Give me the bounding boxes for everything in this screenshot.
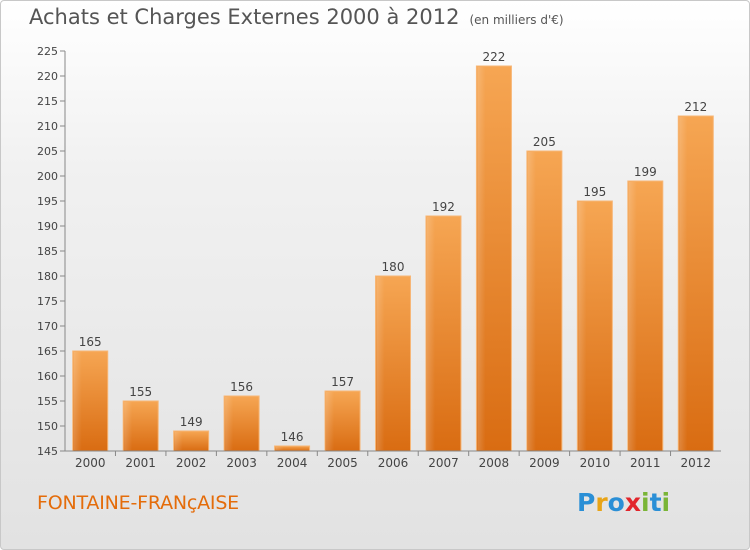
logo-letter: x <box>624 488 641 517</box>
y-tick-label: 215 <box>37 95 58 108</box>
x-tick-label: 2007 <box>428 456 459 470</box>
y-tick-label: 195 <box>37 195 58 208</box>
bar-value-label: 195 <box>583 185 606 199</box>
x-tick-label: 2010 <box>580 456 611 470</box>
y-tick-label: 155 <box>37 395 58 408</box>
x-tick-label: 2000 <box>75 456 106 470</box>
bar-value-label: 149 <box>180 415 203 429</box>
bar-value-label: 157 <box>331 375 354 389</box>
x-tick-label: 2002 <box>176 456 207 470</box>
bar-value-label: 146 <box>281 430 304 444</box>
bar-highlight <box>174 432 183 450</box>
y-tick-label: 225 <box>37 45 58 58</box>
logo-letter: i <box>641 488 650 517</box>
logo-letter: t <box>649 488 662 517</box>
x-tick-label: 2009 <box>529 456 560 470</box>
y-tick-label: 200 <box>37 170 58 183</box>
bar-highlight <box>628 182 637 450</box>
bar-value-label: 165 <box>79 335 102 349</box>
y-tick-label: 220 <box>37 70 58 83</box>
y-tick-label: 150 <box>37 420 58 433</box>
chart-title: Achats et Charges Externes 2000 à 2012 (e… <box>29 5 564 29</box>
bar-value-label: 205 <box>533 135 556 149</box>
x-tick-label: 2005 <box>327 456 358 470</box>
chart-subtitle: (en milliers d'€) <box>469 13 564 27</box>
bar-highlight <box>578 202 587 450</box>
y-tick-label: 175 <box>37 295 58 308</box>
proxiti-logo: Proxiti <box>577 488 670 517</box>
bar-highlight <box>326 392 335 450</box>
bar-highlight <box>225 397 234 450</box>
commune-name: FONTAINE-FRANçAISE <box>37 492 239 514</box>
x-tick-label: 2011 <box>630 456 661 470</box>
logo-letter: P <box>577 488 596 517</box>
logo-letter: o <box>607 488 625 517</box>
bar-value-label: 212 <box>684 100 707 114</box>
y-tick-label: 210 <box>37 120 58 133</box>
y-tick-label: 190 <box>37 220 58 233</box>
bar-value-label: 156 <box>230 380 253 394</box>
bar-highlight <box>376 277 385 450</box>
chart-title-text: Achats et Charges Externes 2000 à 2012 <box>29 5 460 29</box>
y-tick-label: 170 <box>37 320 58 333</box>
bar-value-label: 199 <box>634 165 657 179</box>
y-tick-label: 205 <box>37 145 58 158</box>
bar-highlight <box>275 447 284 450</box>
y-axis: 145 150 155 160 165 170 175 180 185 190 195 200 205 2… <box>37 45 66 458</box>
bar-highlight <box>527 152 536 450</box>
x-axis: 2000 2001 2002 2003 2004 2005 2006 2007 2008 2009… <box>65 450 721 470</box>
bar-value-label: 180 <box>382 260 405 274</box>
bar-value-label: 155 <box>129 385 152 399</box>
bar-highlight <box>477 67 486 450</box>
y-tick-label: 185 <box>37 245 58 258</box>
logo-letter: i <box>661 488 671 517</box>
y-tick-label: 160 <box>37 370 58 383</box>
x-tick-label: 2003 <box>226 456 257 470</box>
bar-highlight <box>124 402 133 450</box>
bar-value-label: 222 <box>482 50 505 64</box>
y-tick-label: 165 <box>37 345 58 358</box>
logo-letter: r <box>595 488 608 517</box>
x-tick-label: 2001 <box>125 456 156 470</box>
y-tick-label: 180 <box>37 270 58 283</box>
bar-highlight <box>679 117 688 450</box>
bar-highlight <box>73 352 82 450</box>
x-tick-label: 2012 <box>680 456 711 470</box>
bar-highlight <box>426 217 435 450</box>
bars: 165 155 149 156 146 157 180 192 222 205 195 199 212 <box>72 50 714 452</box>
x-tick-label: 2006 <box>378 456 409 470</box>
x-tick-label: 2004 <box>277 456 308 470</box>
bar-value-label: 192 <box>432 200 455 214</box>
y-tick-label: 145 <box>37 445 58 458</box>
x-tick-label: 2008 <box>479 456 510 470</box>
